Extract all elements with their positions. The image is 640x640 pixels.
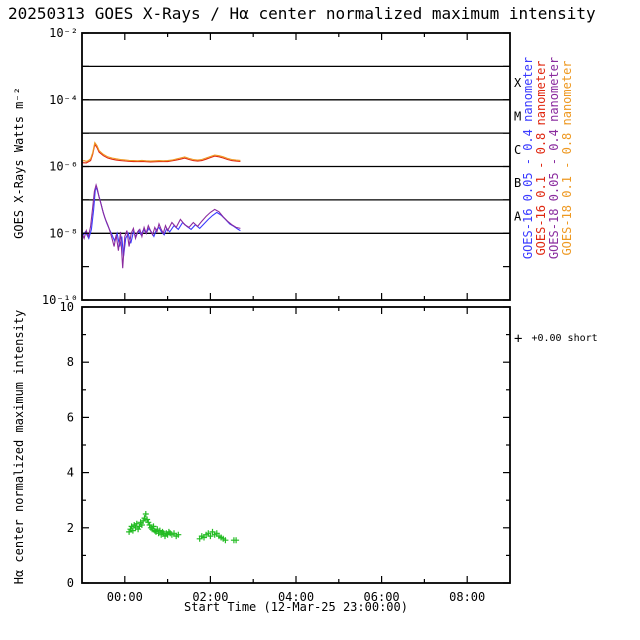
xtick-label: 00:00 [107, 590, 143, 604]
ytick-label: 10⁻⁸ [49, 226, 78, 240]
xtick-label: 04:00 [278, 590, 314, 604]
halpha-legend: + +0.00 short [514, 330, 598, 347]
halpha-panel-border [81, 306, 511, 584]
ytick-label: 10⁻⁶ [49, 160, 78, 174]
halpha-panel [81, 306, 511, 584]
legend-goes-16-0-05-0-4-nanometer: GOES-16 0.05 - 0.4 nanometer [521, 57, 535, 259]
halpha-legend-label: +0.00 short [531, 333, 598, 344]
xtick-label: 02:00 [192, 590, 228, 604]
flare-class-A: A [514, 210, 522, 224]
xtick-label: 08:00 [449, 590, 485, 604]
flare-class-labels: A B C M X [514, 76, 522, 224]
xtick-label: 06:00 [364, 590, 400, 604]
axis-ticks [82, 32, 510, 584]
halpha-ytick-labels: 0 2 4 6 8 10 [60, 300, 74, 590]
halpha-scatter-points [126, 511, 240, 544]
series-goes-18-0-1-0-8-nanometer [81, 141, 241, 162]
ytick-label: 10⁻² [49, 26, 78, 40]
ytick-label: 10⁻⁴ [49, 93, 78, 107]
ytick-label: 8 [67, 355, 74, 369]
ytick-label: 10⁻¹⁰ [42, 293, 78, 307]
halpha-y-axis-label: Hα center normalized maximum intensity [12, 309, 26, 585]
goes-y-axis-label: GOES X-Rays Watts m⁻² [12, 87, 26, 239]
series-goes-18-0-05-0-4-nanometer [81, 183, 241, 269]
series-goes-16-0-1-0-8-nanometer [81, 143, 241, 164]
legend-goes-18-0-1-0-8-nanometer: GOES-18 0.1 - 0.8 nanometer [560, 60, 574, 255]
plus-marker-icon: + [514, 330, 523, 347]
ytick-label: 0 [67, 576, 74, 590]
flare-class-M: M [514, 109, 521, 123]
ytick-label: 2 [67, 521, 74, 535]
goes-xray-panel [81, 32, 511, 301]
x-axis-label: Start Time (12-Mar-25 23:00:00) [184, 600, 408, 614]
goes-ytick-labels: 10⁻² 10⁻⁴ 10⁻⁶ 10⁻⁸ 10⁻¹⁰ [42, 26, 78, 307]
ytick-label: 6 [67, 410, 74, 424]
flare-class-X: X [514, 76, 522, 90]
series-goes-16-0-05-0-4-nanometer [81, 186, 241, 257]
goes-legend: GOES-16 0.05 - 0.4 nanometer GOES-16 0.1 … [521, 57, 574, 259]
plot-title: 20250313 GOES X-Rays / Hα center normali… [8, 4, 596, 23]
flare-class-C: C [514, 143, 521, 157]
ytick-label: 10 [60, 300, 74, 314]
legend-goes-16-0-1-0-8-nanometer: GOES-16 0.1 - 0.8 nanometer [534, 60, 548, 255]
ytick-label: 4 [67, 466, 74, 480]
xtick-labels: 00:00 02:00 04:00 06:00 08:00 [107, 590, 486, 604]
flare-class-B: B [514, 176, 521, 190]
legend-goes-18-0-05-0-4-nanometer: GOES-18 0.05 - 0.4 nanometer [547, 57, 561, 259]
